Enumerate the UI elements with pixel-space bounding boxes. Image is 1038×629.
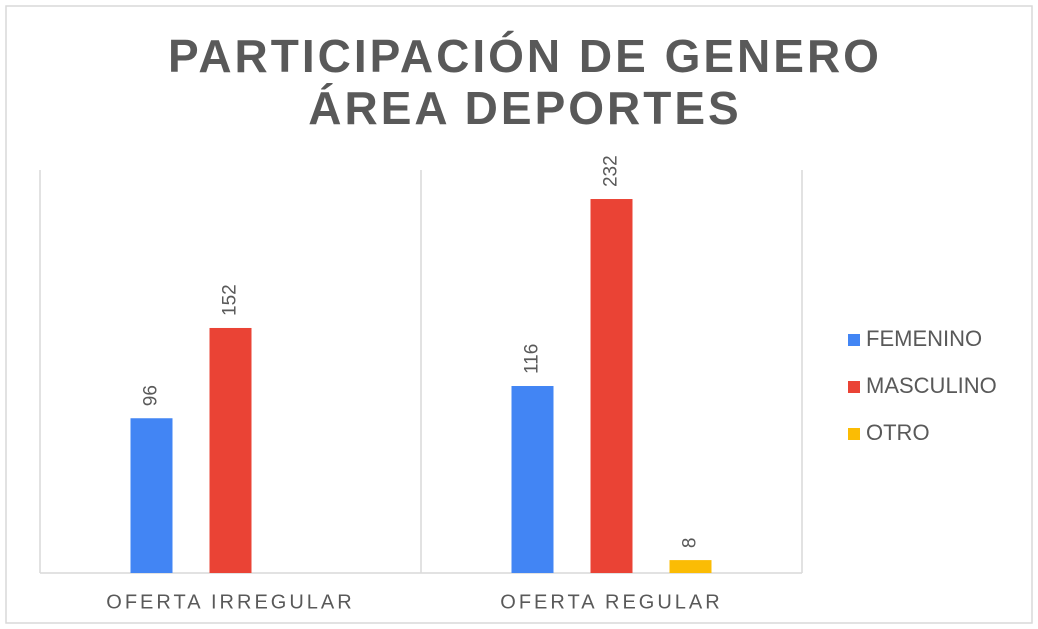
legend-label: FEMENINO (866, 326, 982, 351)
bar (209, 327, 252, 573)
chart-title: PARTICIPACIÓN DE GENERO (168, 30, 882, 82)
legend-swatch (848, 381, 860, 393)
legend-label: MASCULINO (866, 373, 997, 398)
x-tick-label: OFERTA REGULAR (500, 591, 722, 613)
legend-swatch (848, 334, 860, 346)
data-label: 232 (601, 155, 622, 187)
data-label: 96 (141, 385, 162, 406)
bar (130, 418, 173, 573)
data-label: 152 (220, 284, 241, 316)
data-label: 8 (680, 538, 701, 549)
legend-label: OTRO (866, 420, 930, 445)
bar (511, 386, 554, 573)
data-label: 116 (522, 344, 543, 374)
chart-title: ÁREA DEPORTES (308, 82, 741, 134)
legend-swatch (848, 428, 860, 440)
bar (669, 560, 712, 573)
bar (590, 199, 633, 574)
x-tick-label: OFERTA IRREGULAR (106, 591, 354, 613)
